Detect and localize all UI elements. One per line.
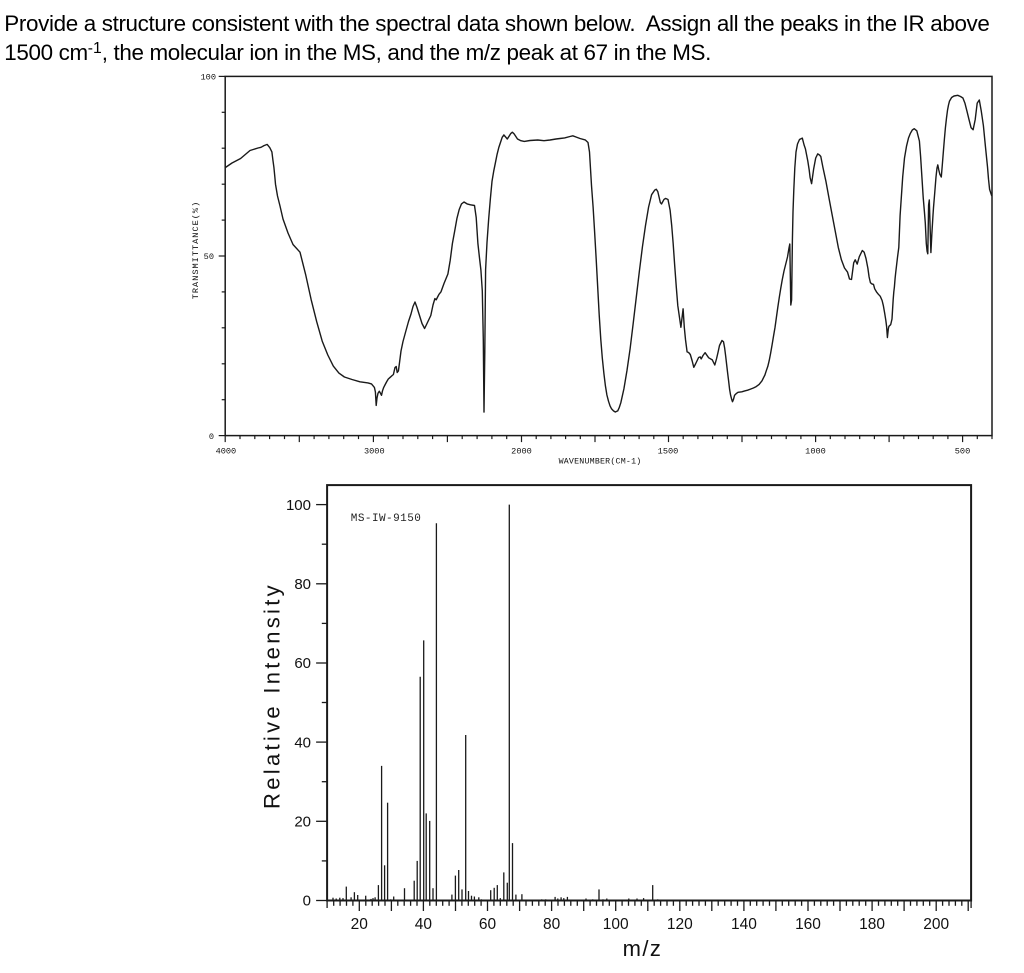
svg-text:80: 80 <box>294 576 311 593</box>
svg-text:4000: 4000 <box>216 447 237 457</box>
svg-text:3000: 3000 <box>364 447 385 457</box>
svg-text:40: 40 <box>294 734 311 751</box>
svg-text:20: 20 <box>294 814 311 831</box>
svg-text:500: 500 <box>955 447 970 457</box>
svg-text:0: 0 <box>209 432 214 442</box>
svg-text:1500: 1500 <box>658 447 679 457</box>
svg-text:20: 20 <box>351 916 369 933</box>
svg-text:200: 200 <box>923 916 949 933</box>
svg-text:m/z: m/z <box>623 936 663 961</box>
svg-text:180: 180 <box>859 916 885 933</box>
svg-text:120: 120 <box>667 916 693 933</box>
svg-text:100: 100 <box>286 497 311 514</box>
svg-text:50: 50 <box>204 252 214 262</box>
svg-text:MS-IW-9150: MS-IW-9150 <box>351 513 422 525</box>
svg-text:TRANSMITTANCE(%): TRANSMITTANCE(%) <box>191 201 201 300</box>
svg-text:1000: 1000 <box>805 447 826 457</box>
svg-text:100: 100 <box>201 73 216 83</box>
svg-text:80: 80 <box>543 916 561 933</box>
svg-text:0: 0 <box>303 893 311 910</box>
svg-text:Relative Intensity: Relative Intensity <box>260 582 285 809</box>
svg-text:160: 160 <box>795 916 821 933</box>
svg-text:2000: 2000 <box>511 447 532 457</box>
svg-text:60: 60 <box>294 655 311 672</box>
svg-text:140: 140 <box>731 916 757 933</box>
svg-text:60: 60 <box>479 916 497 933</box>
svg-text:100: 100 <box>603 916 629 933</box>
svg-text:40: 40 <box>415 916 433 933</box>
svg-text:WAVENUMBER(CM-1): WAVENUMBER(CM-1) <box>559 457 642 467</box>
